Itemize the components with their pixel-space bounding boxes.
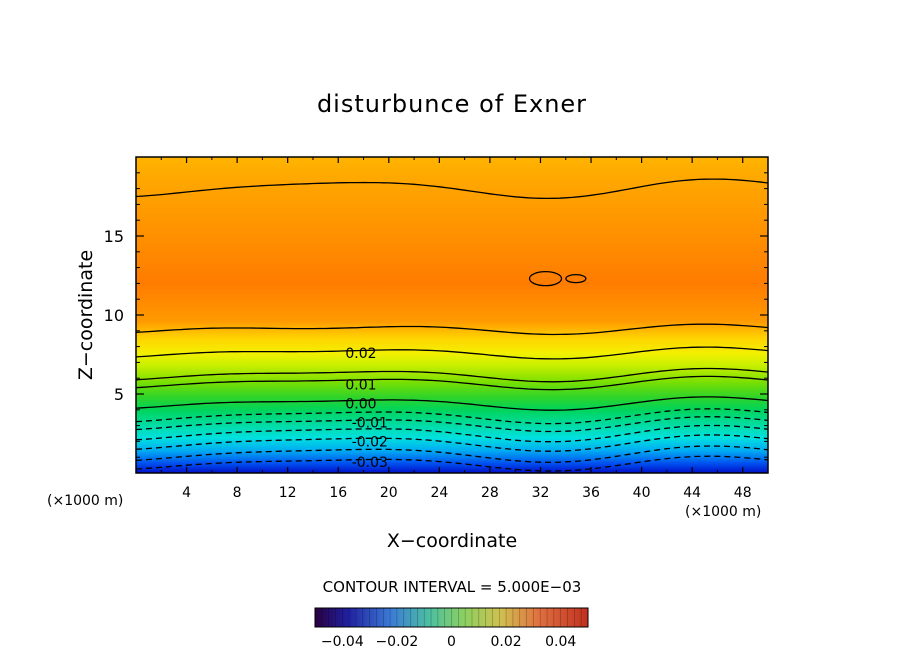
x-tick-label: 8 — [233, 485, 242, 501]
x-tick-label: 20 — [380, 485, 398, 501]
positive-contour-line — [136, 375, 768, 391]
y-tick-label: 15 — [104, 227, 124, 246]
x-tick-label: 16 — [329, 485, 347, 501]
x-tick-label: 32 — [532, 485, 550, 501]
colorbar-ticks: −0.04 −0.02 0 0.02 0.04 — [321, 634, 577, 650]
contour-interval-label: CONTOUR INTERVAL = 5.000E−03 — [323, 578, 582, 596]
colorbar-stripes — [314, 608, 589, 627]
contour-label: 0.02 — [345, 346, 376, 362]
negative-contour-line — [136, 424, 768, 443]
x-tick-label: 28 — [481, 485, 499, 501]
contour-label: 0.00 — [345, 396, 376, 412]
positive-contour-line — [136, 178, 768, 200]
x-unit-right: (×1000 m) — [685, 504, 761, 520]
x-tick-label: 44 — [683, 485, 701, 501]
y-tick-label: 5 — [114, 385, 124, 404]
colorbar-tick-label: −0.04 — [321, 634, 364, 650]
x-unit-left: (×1000 m) — [47, 493, 123, 509]
max-closed-contour-small — [565, 274, 587, 284]
y-axis: 5 10 15 — [104, 172, 768, 458]
positive-contour-line — [136, 323, 768, 336]
x-tick-label: 4 — [182, 485, 191, 501]
max-closed-contour — [528, 271, 563, 287]
x-axis: 4 8 12 16 20 24 28 32 36 40 44 48 — [160, 157, 752, 501]
negative-contour-line — [136, 408, 768, 425]
contour-label: -0.03 — [352, 455, 388, 471]
negative-contour-line — [136, 445, 768, 463]
negative-contour-line — [136, 434, 768, 452]
x-tick-label: 12 — [279, 485, 297, 501]
negative-contour-line — [136, 455, 768, 472]
colorbar-tick-label: −0.02 — [375, 634, 418, 650]
colorbar — [314, 607, 589, 628]
contour-label: -0.01 — [352, 415, 388, 431]
plot-area: 0.02 0.01 0.00 -0.01 -0.02 -0.03 — [136, 157, 768, 473]
x-tick-label: 24 — [430, 485, 448, 501]
x-tick-label: 36 — [582, 485, 600, 501]
positive-contour-line — [136, 346, 768, 360]
chart-title: disturbunce of Exner — [317, 90, 587, 118]
negative-contour-line — [136, 416, 768, 433]
x-tick-label: 40 — [633, 485, 651, 501]
y-axis-label: Z−coordinate — [75, 250, 97, 380]
x-axis-label: X−coordinate — [387, 530, 517, 552]
colorbar-tick-label: 0.02 — [491, 634, 522, 650]
x-tick-label: 48 — [734, 485, 752, 501]
contour-label: -0.02 — [352, 434, 388, 450]
contour-lines: 0.02 0.01 0.00 -0.01 -0.02 -0.03 — [136, 178, 768, 472]
colorbar-tick-label: 0 — [447, 634, 456, 650]
colorbar-tick-label: 0.04 — [545, 634, 576, 650]
y-tick-label: 10 — [104, 306, 124, 325]
positive-contour-line — [136, 367, 768, 383]
contour-fill — [136, 157, 768, 473]
contour-label: 0.01 — [345, 378, 376, 394]
positive-contour-line — [136, 396, 768, 411]
